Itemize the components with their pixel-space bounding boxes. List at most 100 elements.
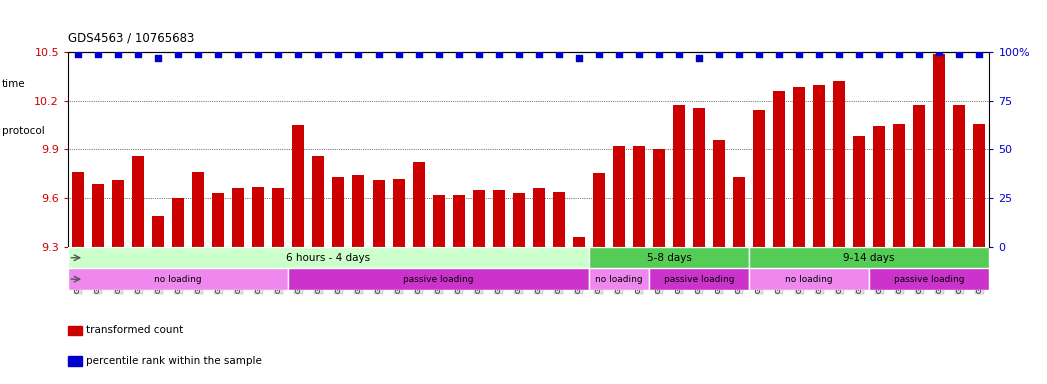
Bar — [393, 179, 404, 247]
Bar — [288, 268, 588, 290]
Text: no loading: no loading — [154, 275, 202, 284]
Point — [170, 51, 186, 57]
Point — [190, 51, 206, 57]
Bar — [452, 195, 465, 247]
Point — [290, 51, 307, 57]
Point — [330, 51, 347, 57]
Point — [591, 51, 607, 57]
Text: passive loading: passive loading — [894, 275, 964, 284]
Point — [391, 51, 407, 57]
Point — [490, 51, 507, 57]
Point — [711, 51, 728, 57]
Text: protocol: protocol — [2, 126, 45, 136]
Point — [751, 51, 767, 57]
Bar — [873, 126, 886, 247]
Point — [90, 51, 107, 57]
Bar — [68, 268, 288, 290]
Point — [410, 51, 427, 57]
Point — [110, 51, 127, 57]
Bar — [749, 247, 989, 268]
Point — [790, 51, 807, 57]
Bar — [588, 268, 649, 290]
Bar — [733, 177, 745, 247]
Point — [911, 51, 928, 57]
Bar — [794, 87, 805, 247]
Bar — [749, 268, 869, 290]
Point — [310, 51, 327, 57]
Point — [731, 51, 748, 57]
Bar — [593, 173, 605, 247]
Text: passive loading: passive loading — [664, 275, 734, 284]
Point — [931, 49, 948, 55]
Bar — [472, 190, 485, 247]
Point — [810, 51, 827, 57]
Text: no loading: no loading — [595, 275, 643, 284]
Bar — [432, 195, 445, 247]
Bar — [653, 149, 665, 247]
Point — [209, 51, 226, 57]
Bar — [353, 175, 364, 247]
Point — [230, 51, 247, 57]
Point — [371, 51, 387, 57]
Bar — [533, 189, 544, 247]
Text: GDS4563 / 10765683: GDS4563 / 10765683 — [68, 31, 195, 44]
Bar — [252, 187, 264, 247]
Bar — [649, 268, 749, 290]
Point — [831, 51, 848, 57]
Bar — [132, 156, 144, 247]
Bar — [513, 193, 525, 247]
Text: transformed count: transformed count — [86, 325, 183, 335]
Point — [270, 51, 287, 57]
Bar — [612, 146, 625, 247]
Point — [70, 51, 87, 57]
Point — [610, 51, 627, 57]
Point — [670, 51, 687, 57]
Bar — [413, 162, 425, 247]
Bar — [673, 104, 685, 247]
Bar — [814, 85, 825, 247]
Bar — [893, 124, 906, 247]
Point — [470, 51, 487, 57]
Bar — [773, 91, 785, 247]
Text: percentile rank within the sample: percentile rank within the sample — [86, 356, 262, 366]
Bar — [213, 193, 224, 247]
Bar — [152, 216, 164, 247]
Bar — [632, 146, 645, 247]
Bar — [373, 180, 384, 247]
Bar — [333, 177, 344, 247]
Bar — [573, 237, 585, 247]
Point — [650, 51, 667, 57]
Bar — [292, 125, 305, 247]
Bar — [933, 54, 945, 247]
Point — [571, 55, 587, 61]
Bar — [853, 136, 865, 247]
Point — [971, 51, 987, 57]
Point — [430, 51, 447, 57]
Bar — [833, 81, 845, 247]
Bar — [693, 108, 705, 247]
Point — [450, 51, 467, 57]
Bar — [312, 156, 325, 247]
Bar — [869, 268, 989, 290]
Text: 6 hours - 4 days: 6 hours - 4 days — [287, 253, 371, 263]
Text: time: time — [2, 79, 26, 89]
Point — [771, 51, 787, 57]
Point — [871, 51, 888, 57]
Bar — [974, 124, 985, 247]
Point — [350, 51, 366, 57]
Point — [630, 51, 647, 57]
Point — [951, 51, 967, 57]
Point — [510, 51, 527, 57]
Bar — [493, 190, 505, 247]
Bar — [913, 104, 926, 247]
Bar — [954, 104, 965, 247]
Point — [150, 55, 166, 61]
Bar — [232, 189, 244, 247]
Text: no loading: no loading — [785, 275, 833, 284]
Bar — [92, 184, 104, 247]
Bar — [193, 172, 204, 247]
Bar — [588, 247, 749, 268]
Bar — [272, 189, 285, 247]
Point — [551, 51, 567, 57]
Text: 9-14 days: 9-14 days — [844, 253, 895, 263]
